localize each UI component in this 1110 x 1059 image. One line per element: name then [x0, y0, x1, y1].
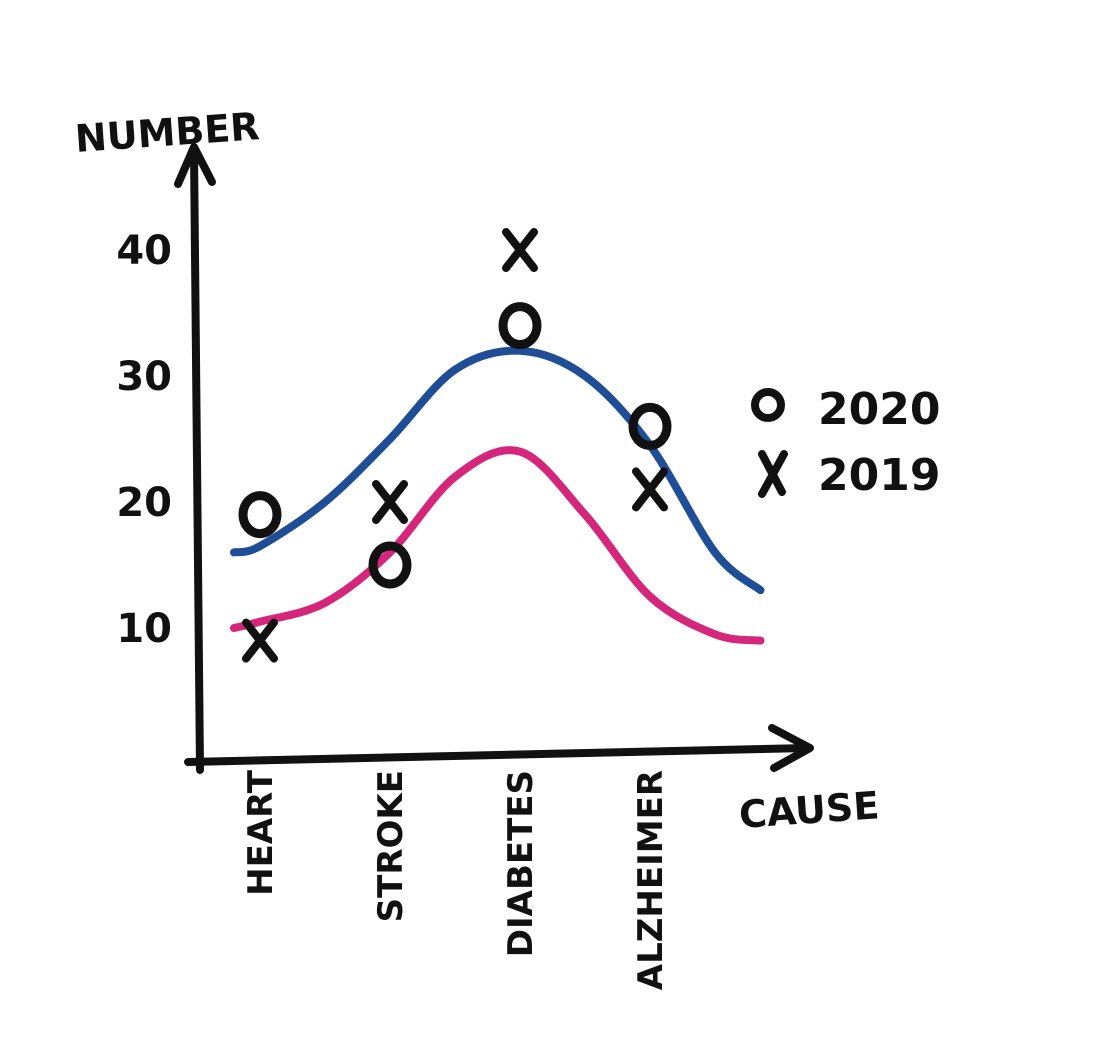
trend-line-blue: [230, 346, 765, 595]
y-tick-label: 10: [116, 606, 172, 652]
legend-item-2019: 2019: [758, 450, 940, 501]
legend-x-marker: [758, 450, 788, 498]
axes: [174, 143, 814, 774]
y-tick-label: 20: [116, 480, 172, 526]
point-2019: [632, 467, 668, 512]
legend: 2020 2019: [751, 384, 940, 501]
x-tick-label: ALZHEIMER: [631, 770, 671, 990]
x-tick-label: STROKE: [371, 770, 411, 922]
y-tick-label: 40: [116, 228, 172, 274]
point-2020: [498, 302, 542, 350]
point-2020: [368, 541, 412, 589]
y-tick-label: 30: [116, 354, 172, 400]
legend-item-2020: 2020: [751, 384, 940, 435]
x-axis: [184, 744, 812, 766]
data-markers: [238, 228, 672, 663]
point-2019: [502, 228, 538, 272]
x-tick-label: HEART: [241, 769, 281, 896]
x-axis-title: CAUSE: [738, 783, 881, 837]
legend-label-2020: 2020: [818, 384, 940, 435]
trend-line-pink: [230, 446, 765, 645]
point-2020: [238, 491, 282, 539]
y-axis-arrowhead: [174, 143, 216, 188]
point-2019: [242, 618, 278, 663]
legend-label-2019: 2019: [818, 450, 940, 501]
point-2019: [372, 480, 408, 524]
y-axis: [190, 148, 204, 774]
y-tick-labels: 10 20 30 40: [116, 228, 172, 652]
x-tick-labels: HEART STROKE DIABETES ALZHEIMER: [241, 769, 671, 990]
x-axis-arrowhead: [768, 724, 814, 772]
x-tick-label: DIABETES: [501, 770, 541, 957]
trend-lines: [230, 346, 765, 645]
point-2020: [628, 402, 672, 450]
legend-o-marker: [751, 388, 785, 422]
y-axis-title: NUMBER: [74, 104, 261, 161]
